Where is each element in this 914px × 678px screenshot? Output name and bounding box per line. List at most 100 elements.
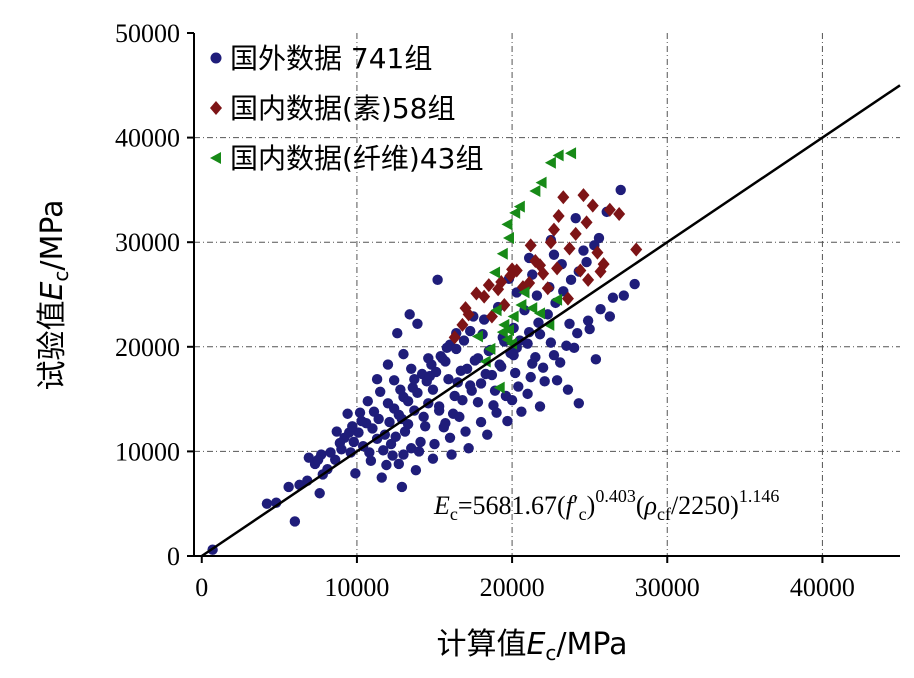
data-point-circle bbox=[534, 401, 546, 412]
legend-label: 国内数据(素)58组 bbox=[230, 92, 455, 125]
data-point-circle bbox=[533, 317, 544, 328]
data-point-triangle bbox=[535, 176, 547, 189]
data-point-circle bbox=[506, 394, 518, 406]
legend-item-0: 国外数据 741组 bbox=[210, 42, 432, 75]
data-point-circle bbox=[437, 353, 448, 364]
data-point-circle bbox=[607, 292, 619, 303]
data-point-circle bbox=[331, 426, 342, 437]
x-tick-label: 40000 bbox=[790, 573, 855, 602]
data-point-diamond bbox=[613, 206, 626, 221]
data-point-triangle bbox=[507, 310, 519, 323]
formula-div: /2250) bbox=[671, 491, 739, 520]
data-point-circle bbox=[427, 453, 439, 464]
data-point-circle bbox=[368, 406, 380, 417]
data-point-circle bbox=[595, 303, 606, 315]
formula-exp1: 0.403 bbox=[595, 486, 636, 506]
data-point-triangle bbox=[496, 247, 508, 260]
data-point-circle bbox=[548, 349, 560, 361]
data-point-triangle bbox=[513, 200, 525, 213]
data-point-diamond bbox=[591, 245, 604, 260]
data-point-circle bbox=[441, 342, 453, 354]
data-point-circle bbox=[412, 387, 423, 399]
data-point-circle bbox=[463, 443, 474, 454]
series-2 bbox=[471, 147, 577, 394]
data-point-diamond bbox=[582, 272, 595, 287]
data-point-diamond bbox=[495, 274, 508, 289]
data-point-circle bbox=[382, 398, 394, 409]
data-point-diamond bbox=[534, 258, 547, 273]
data-point-circle bbox=[454, 411, 465, 423]
data-point-circle bbox=[393, 458, 405, 470]
data-point-diamond bbox=[630, 242, 643, 257]
data-point-circle bbox=[584, 323, 595, 335]
x-tick-label: 0 bbox=[195, 573, 208, 602]
data-point-circle bbox=[334, 437, 346, 449]
data-point-circle bbox=[350, 468, 361, 479]
data-point-circle bbox=[289, 516, 301, 527]
x-axis-title-part-3: /MPa bbox=[556, 627, 627, 662]
data-point-diamond bbox=[552, 209, 565, 224]
data-point-circle bbox=[618, 290, 630, 301]
data-point-circle bbox=[409, 374, 420, 385]
data-point-circle bbox=[347, 421, 358, 432]
data-point-circle bbox=[464, 325, 476, 337]
data-point-diamond bbox=[506, 262, 519, 277]
y-axis-title: 试验值Ec/MPa bbox=[35, 199, 73, 390]
axes bbox=[187, 32, 900, 563]
data-point-circle bbox=[432, 274, 443, 286]
data-point-circle bbox=[565, 274, 577, 286]
data-point-circle bbox=[342, 408, 353, 419]
data-point-circle bbox=[348, 436, 360, 448]
reference-line bbox=[201, 84, 901, 558]
y-tick-label: 50000 bbox=[115, 19, 180, 48]
data-point-triangle bbox=[490, 304, 502, 317]
data-point-diamond bbox=[541, 281, 554, 296]
data-point-circle bbox=[451, 343, 462, 355]
data-point-circle bbox=[480, 368, 491, 380]
data-point-circle bbox=[590, 354, 602, 365]
data-point-circle bbox=[578, 245, 589, 256]
data-point-circle bbox=[371, 374, 383, 385]
data-point-circle bbox=[410, 465, 422, 476]
x-axis-title-part-0: 计算值 bbox=[436, 627, 526, 662]
data-point-circle bbox=[392, 328, 403, 339]
formula-exp2: 1.146 bbox=[739, 486, 780, 506]
data-point-circle bbox=[303, 452, 315, 463]
data-point-diamond bbox=[459, 301, 472, 316]
data-point-circle bbox=[604, 311, 616, 322]
data-point-circle bbox=[570, 212, 581, 224]
formula-sub-c: c bbox=[450, 504, 458, 524]
legend-marker-diamond bbox=[210, 101, 222, 115]
formula-prime: ′ bbox=[573, 491, 579, 520]
data-point-circle bbox=[283, 481, 294, 493]
data-point-diamond bbox=[485, 309, 498, 324]
series-1 bbox=[448, 188, 643, 345]
data-point-circle bbox=[356, 415, 367, 427]
data-point-circle bbox=[475, 416, 487, 428]
data-point-circle bbox=[449, 390, 460, 402]
data-point-circle bbox=[364, 447, 375, 458]
y-tick-label: 30000 bbox=[115, 228, 180, 257]
data-point-circle bbox=[460, 426, 471, 437]
data-point-circle bbox=[415, 436, 426, 448]
data-point-circle bbox=[629, 278, 640, 290]
data-point-circle bbox=[419, 421, 431, 432]
formula-E: E bbox=[433, 491, 450, 520]
y-axis-title-part-0: 试验值 bbox=[35, 301, 70, 391]
legend-item-1: 国内数据(素)58组 bbox=[210, 92, 455, 125]
data-point-diamond bbox=[586, 198, 599, 213]
data-point-circle bbox=[354, 407, 366, 418]
formula-open2: ( bbox=[636, 491, 645, 520]
y-axis-title-part-1: E bbox=[35, 282, 70, 301]
data-point-circle bbox=[402, 395, 414, 407]
data-point-circle bbox=[404, 309, 415, 320]
data-point-circle bbox=[427, 384, 439, 395]
data-point-circle bbox=[406, 363, 417, 374]
data-point-circle bbox=[429, 438, 440, 450]
data-point-circle bbox=[362, 395, 373, 407]
data-point-diamond bbox=[574, 263, 587, 278]
formula-rho: ρ bbox=[643, 491, 656, 520]
data-point-circle bbox=[374, 386, 386, 397]
data-point-triangle bbox=[551, 293, 563, 306]
